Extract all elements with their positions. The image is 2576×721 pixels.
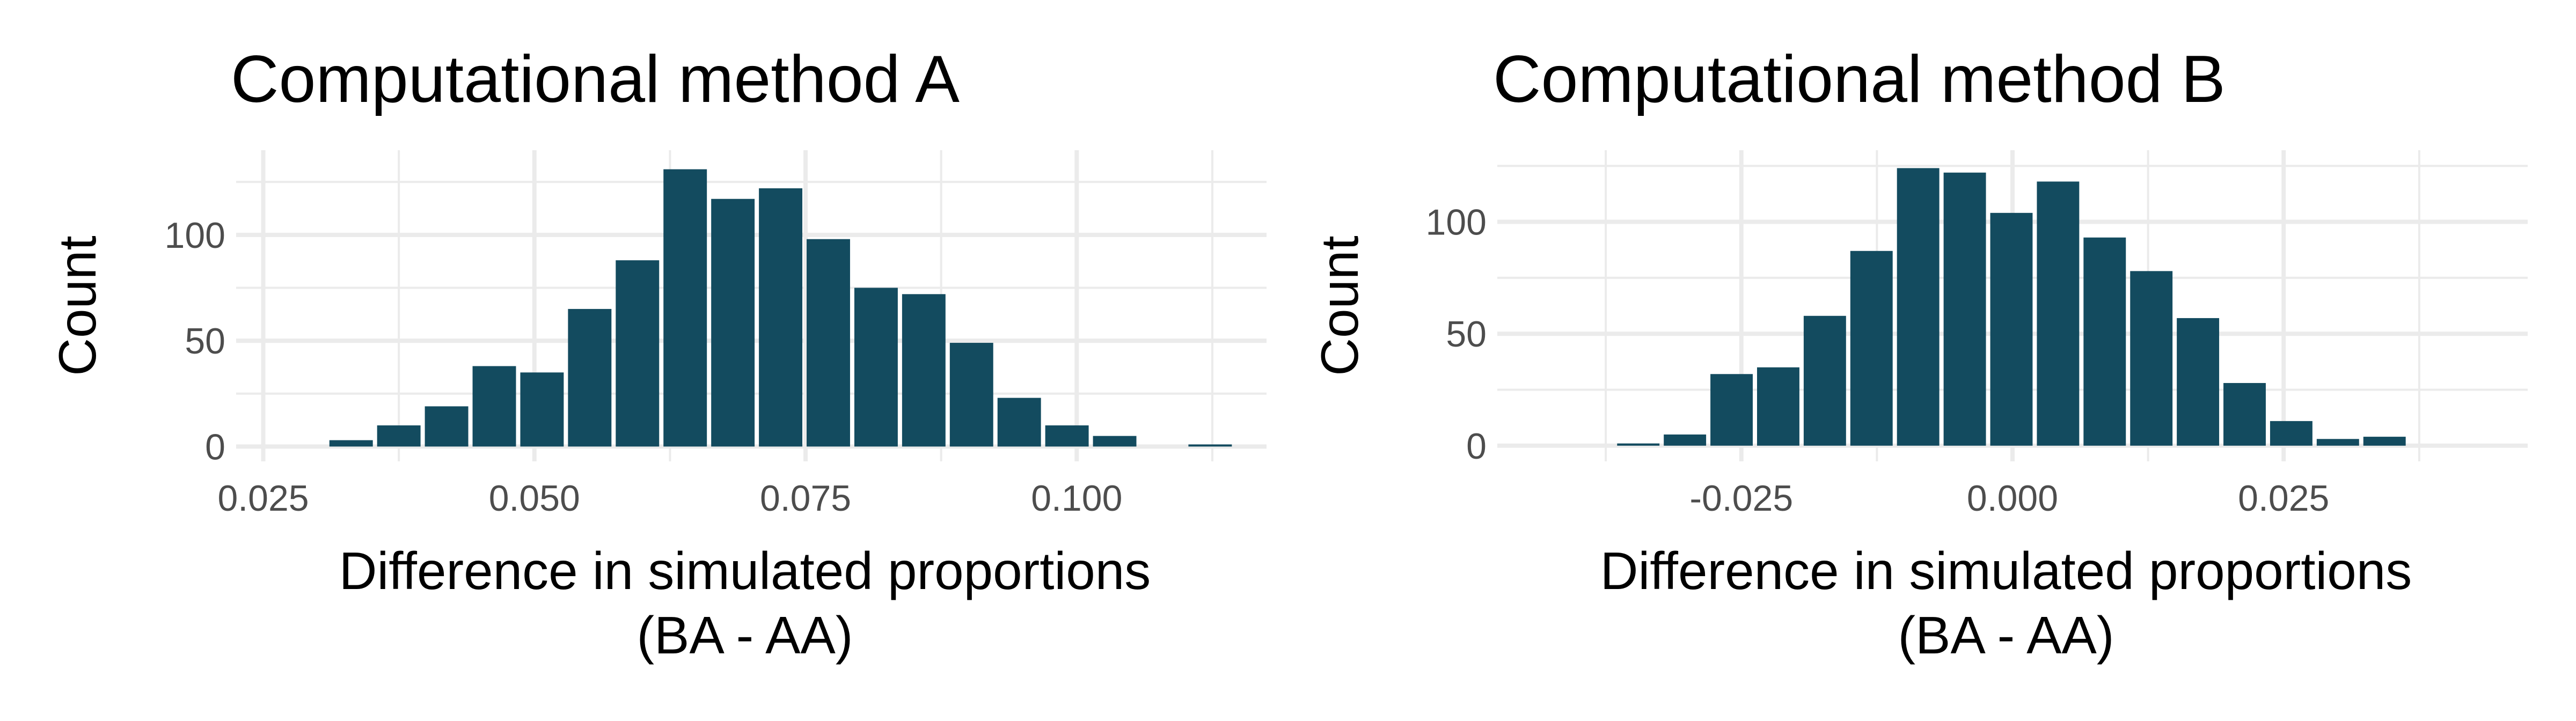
x-tick-label: 0.000 bbox=[1967, 478, 2058, 519]
histogram-bar bbox=[949, 343, 993, 447]
x-tick-label: 0.050 bbox=[489, 478, 580, 519]
histogram-bar bbox=[997, 398, 1041, 447]
x-tick-labels: -0.025 0.000 0.025 bbox=[1689, 478, 2329, 519]
histogram-bar bbox=[2363, 437, 2406, 446]
x-tick-label: 0.100 bbox=[1031, 478, 1122, 519]
histogram-bar bbox=[1990, 212, 2033, 446]
histogram-bar bbox=[1617, 443, 1660, 446]
x-axis-title-line1: Difference in simulated proportions bbox=[339, 541, 1151, 600]
histogram-bar bbox=[425, 406, 469, 447]
chart-title: Computational method A bbox=[231, 42, 960, 116]
histogram-bar bbox=[472, 366, 516, 447]
histogram-bar bbox=[520, 372, 564, 447]
x-tick-label: -0.025 bbox=[1689, 478, 1793, 519]
histogram-bar bbox=[1664, 434, 1707, 446]
histogram-bar bbox=[711, 198, 755, 447]
bars bbox=[329, 169, 1232, 447]
chart-title: Computational method B bbox=[1493, 42, 2226, 116]
histogram-bar bbox=[568, 308, 612, 447]
panel-method-a: Computational method A 0.025 0.050 0.075 0.… bbox=[48, 42, 1267, 665]
histogram-bar bbox=[2130, 271, 2173, 446]
histogram-bar bbox=[2037, 181, 2080, 446]
y-axis-title: Count bbox=[48, 236, 107, 376]
y-tick-label: 0 bbox=[1466, 426, 1487, 467]
x-axis-title-line2: (BA - AA) bbox=[636, 606, 853, 665]
histogram-bar bbox=[663, 169, 707, 447]
y-tick-label: 100 bbox=[165, 215, 225, 256]
histogram-bar bbox=[1897, 168, 1940, 446]
histogram-bar bbox=[1045, 425, 1089, 447]
y-tick-label: 50 bbox=[1446, 314, 1487, 355]
histogram-bar bbox=[1757, 367, 1799, 446]
x-tick-labels: 0.025 0.050 0.075 0.100 bbox=[217, 478, 1122, 519]
histogram-bar bbox=[1093, 436, 1137, 447]
y-tick-label: 100 bbox=[1426, 202, 1487, 243]
histogram-bar bbox=[902, 294, 946, 447]
y-tick-label: 50 bbox=[185, 321, 225, 362]
bars bbox=[1617, 168, 2406, 446]
histogram-bar bbox=[1850, 251, 1893, 446]
histogram-bar bbox=[1803, 315, 1846, 446]
y-tick-label: 0 bbox=[205, 426, 225, 467]
histogram-bar bbox=[2223, 382, 2266, 446]
histogram-bar bbox=[1188, 444, 1232, 447]
x-axis-title-line1: Difference in simulated proportions bbox=[1600, 541, 2412, 600]
histogram-bar bbox=[329, 440, 373, 447]
panel-method-b: Computational method B -0.025 0.000 0.025 … bbox=[1310, 42, 2528, 665]
x-tick-label: 0.025 bbox=[217, 478, 309, 519]
histogram-bar bbox=[616, 260, 660, 447]
histogram-bar bbox=[2316, 439, 2359, 446]
y-axis-title: Count bbox=[1310, 236, 1369, 376]
histogram-bar bbox=[854, 288, 898, 447]
x-tick-label: 0.025 bbox=[2238, 478, 2329, 519]
histogram-bar bbox=[807, 239, 850, 447]
y-tick-labels: 0 50 100 bbox=[1426, 202, 1487, 467]
histogram-bar bbox=[2083, 237, 2126, 446]
histogram-bar bbox=[2270, 421, 2312, 446]
x-tick-label: 0.075 bbox=[760, 478, 851, 519]
histogram-bar bbox=[2177, 318, 2220, 446]
y-tick-labels: 0 50 100 bbox=[165, 215, 225, 468]
histogram-bar bbox=[1710, 374, 1753, 446]
histogram-bar bbox=[759, 188, 803, 447]
histogram-bar bbox=[1943, 172, 1986, 446]
histogram-bar bbox=[377, 425, 421, 447]
x-axis-title-line2: (BA - AA) bbox=[1898, 606, 2114, 665]
